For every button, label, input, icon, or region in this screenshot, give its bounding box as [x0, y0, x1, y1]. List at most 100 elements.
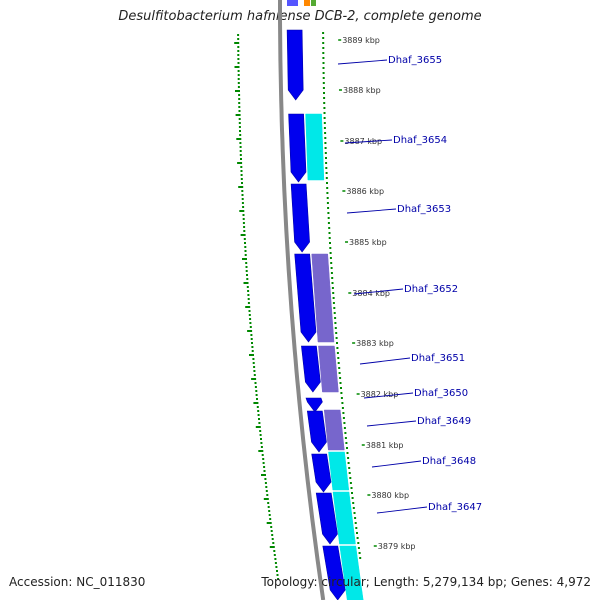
gc-tick	[324, 142, 327, 144]
gc-tick	[239, 142, 242, 144]
gc-tick	[237, 78, 240, 80]
forward-gene-arrow	[311, 453, 332, 493]
backbone-track	[278, 0, 326, 600]
gc-tick	[357, 547, 360, 549]
gc-tick	[337, 357, 340, 359]
gc-tick	[325, 162, 328, 164]
gene-label-leader	[376, 506, 428, 514]
gc-tick	[325, 157, 327, 159]
gc-tick	[326, 202, 329, 204]
gc-tick	[238, 186, 243, 188]
forward-gene-arrow	[301, 345, 321, 393]
gc-tick	[260, 446, 263, 448]
gc-tick	[242, 214, 245, 216]
gc-tick	[258, 422, 261, 424]
gc-tick	[237, 54, 240, 56]
gc-tick	[351, 492, 353, 494]
gc-tick	[333, 312, 336, 314]
gc-tick	[240, 170, 243, 172]
gc-tick	[253, 374, 256, 376]
gc-tick	[246, 274, 248, 276]
gc-tick	[249, 318, 252, 320]
gc-tick	[253, 366, 256, 368]
gc-tick	[359, 557, 362, 559]
gc-tick	[250, 334, 253, 336]
forward-gene-arrow	[315, 492, 338, 545]
gc-tick	[338, 372, 341, 374]
gc-tick	[334, 317, 337, 319]
gc-tick	[245, 266, 248, 268]
gc-tick	[339, 382, 342, 384]
gc-tick	[253, 402, 258, 404]
gene-label[interactable]: Dhaf_3648	[422, 456, 476, 467]
gc-tick	[339, 377, 342, 379]
gc-tick	[243, 230, 246, 232]
gc-tick	[244, 242, 246, 244]
gc-tick	[347, 462, 350, 464]
gc-tick	[247, 298, 250, 300]
gc-tick	[336, 347, 339, 349]
gc-tick	[323, 107, 326, 109]
gc-tick	[345, 442, 348, 444]
gc-tick	[248, 310, 251, 312]
gc-tick	[239, 210, 244, 212]
gc-tick	[240, 174, 243, 176]
gc-tick	[237, 82, 240, 84]
gc-tick	[330, 272, 333, 274]
gc-tick	[268, 514, 271, 516]
gc-tick	[347, 457, 350, 459]
gc-tick	[332, 297, 335, 299]
gc-tick	[358, 552, 361, 554]
reverse-gene-block	[305, 113, 325, 181]
reverse-gene-block	[332, 491, 356, 545]
gc-tick	[257, 410, 260, 412]
gc-tick	[256, 406, 259, 408]
gc-tick	[334, 327, 337, 329]
gc-tick	[241, 194, 244, 196]
gc-tick	[258, 450, 263, 452]
gc-tick	[249, 354, 253, 356]
gc-tick	[256, 398, 258, 400]
gc-tick	[331, 282, 334, 284]
gc-tick	[238, 118, 241, 120]
gene-label[interactable]: Dhaf_3650	[414, 388, 468, 399]
gc-tick	[237, 38, 240, 40]
gc-tick	[326, 192, 329, 194]
gc-tick	[243, 226, 246, 228]
gc-tick	[263, 470, 266, 472]
gc-tick	[356, 532, 358, 534]
gene-label-leader	[363, 392, 414, 399]
gc-tick	[324, 152, 327, 154]
gene-label[interactable]: Dhaf_3651	[411, 353, 465, 364]
gc-tick	[349, 477, 352, 479]
kbp-tick-label: 3883 kbp	[356, 339, 394, 348]
gc-tick	[325, 172, 328, 174]
gc-tick	[335, 332, 338, 334]
gene-label[interactable]: Dhaf_3652	[404, 284, 458, 295]
gc-tick	[249, 326, 252, 328]
gc-tick	[349, 482, 352, 484]
gc-tick	[323, 97, 326, 99]
gene-label[interactable]: Dhaf_3647	[428, 502, 482, 513]
gc-tick	[340, 392, 343, 394]
gc-tick	[271, 538, 274, 540]
gene-label[interactable]: Dhaf_3655	[388, 55, 442, 66]
gc-tick	[322, 77, 325, 79]
gc-tick	[245, 306, 250, 308]
gc-tick	[323, 102, 326, 104]
gc-tick	[242, 222, 245, 224]
kbp-tick-label: 3888 kbp	[343, 86, 381, 95]
gc-tick	[252, 358, 255, 360]
gene-label[interactable]: Dhaf_3654	[393, 135, 447, 146]
gc-tick	[331, 277, 334, 279]
gene-label[interactable]: Dhaf_3649	[417, 416, 471, 427]
gene-labels: Dhaf_3655 Dhaf_3654 Dhaf_3653 Dhaf_3652 Dhaf…	[337, 55, 482, 514]
gc-tick	[274, 558, 277, 560]
gene-label[interactable]: Dhaf_3653	[397, 204, 451, 215]
gc-tick	[242, 218, 245, 220]
gene-label-leader	[359, 357, 411, 365]
gc-tick	[240, 158, 242, 160]
gc-tick	[237, 46, 240, 48]
gene-label-leader	[346, 208, 397, 214]
forward-gene-arrow	[287, 0, 298, 6]
